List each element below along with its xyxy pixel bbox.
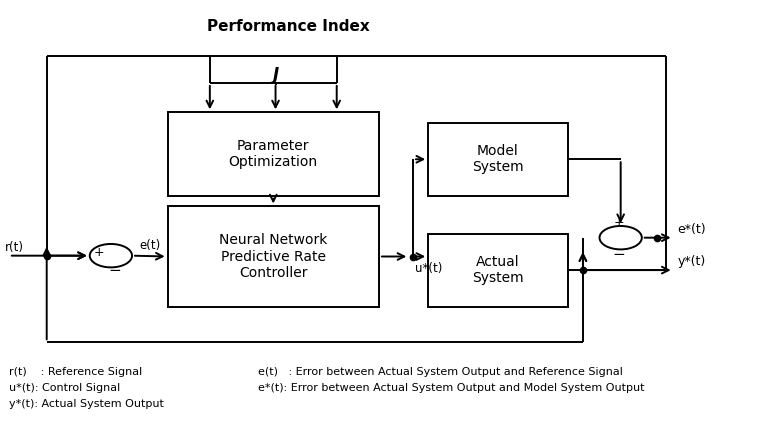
Text: −: − bbox=[612, 247, 625, 261]
Text: y*(t): y*(t) bbox=[678, 255, 706, 268]
Text: u*(t): Control Signal: u*(t): Control Signal bbox=[9, 383, 121, 393]
Text: Parameter
Optimization: Parameter Optimization bbox=[229, 139, 318, 169]
Text: Actual
System: Actual System bbox=[472, 255, 524, 285]
Text: e(t)   : Error between Actual System Output and Reference Signal: e(t) : Error between Actual System Outpu… bbox=[258, 367, 623, 376]
FancyBboxPatch shape bbox=[168, 112, 379, 196]
Text: r(t)    : Reference Signal: r(t) : Reference Signal bbox=[9, 367, 143, 376]
Text: J: J bbox=[272, 66, 279, 84]
FancyBboxPatch shape bbox=[168, 206, 379, 306]
Text: +: + bbox=[613, 216, 624, 229]
Circle shape bbox=[89, 244, 132, 267]
Text: +: + bbox=[94, 246, 105, 258]
Text: r(t): r(t) bbox=[5, 240, 24, 253]
Text: Neural Network
Predictive Rate
Controller: Neural Network Predictive Rate Controlle… bbox=[219, 233, 327, 280]
Text: Performance Index: Performance Index bbox=[207, 19, 370, 34]
Text: y*(t): Actual System Output: y*(t): Actual System Output bbox=[9, 399, 164, 409]
FancyBboxPatch shape bbox=[428, 234, 568, 306]
Circle shape bbox=[600, 226, 642, 249]
Text: e*(t): Error between Actual System Output and Model System Output: e*(t): Error between Actual System Outpu… bbox=[258, 383, 644, 393]
Text: u*(t): u*(t) bbox=[415, 261, 443, 274]
Text: e(t): e(t) bbox=[139, 239, 161, 252]
Text: −: − bbox=[108, 263, 121, 278]
FancyBboxPatch shape bbox=[428, 123, 568, 196]
Text: Model
System: Model System bbox=[472, 144, 524, 174]
Text: e*(t): e*(t) bbox=[678, 223, 706, 236]
